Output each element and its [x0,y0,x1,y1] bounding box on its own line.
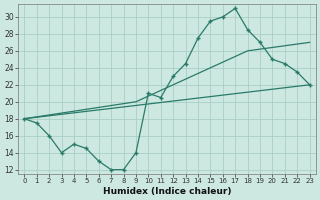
X-axis label: Humidex (Indice chaleur): Humidex (Indice chaleur) [103,187,231,196]
